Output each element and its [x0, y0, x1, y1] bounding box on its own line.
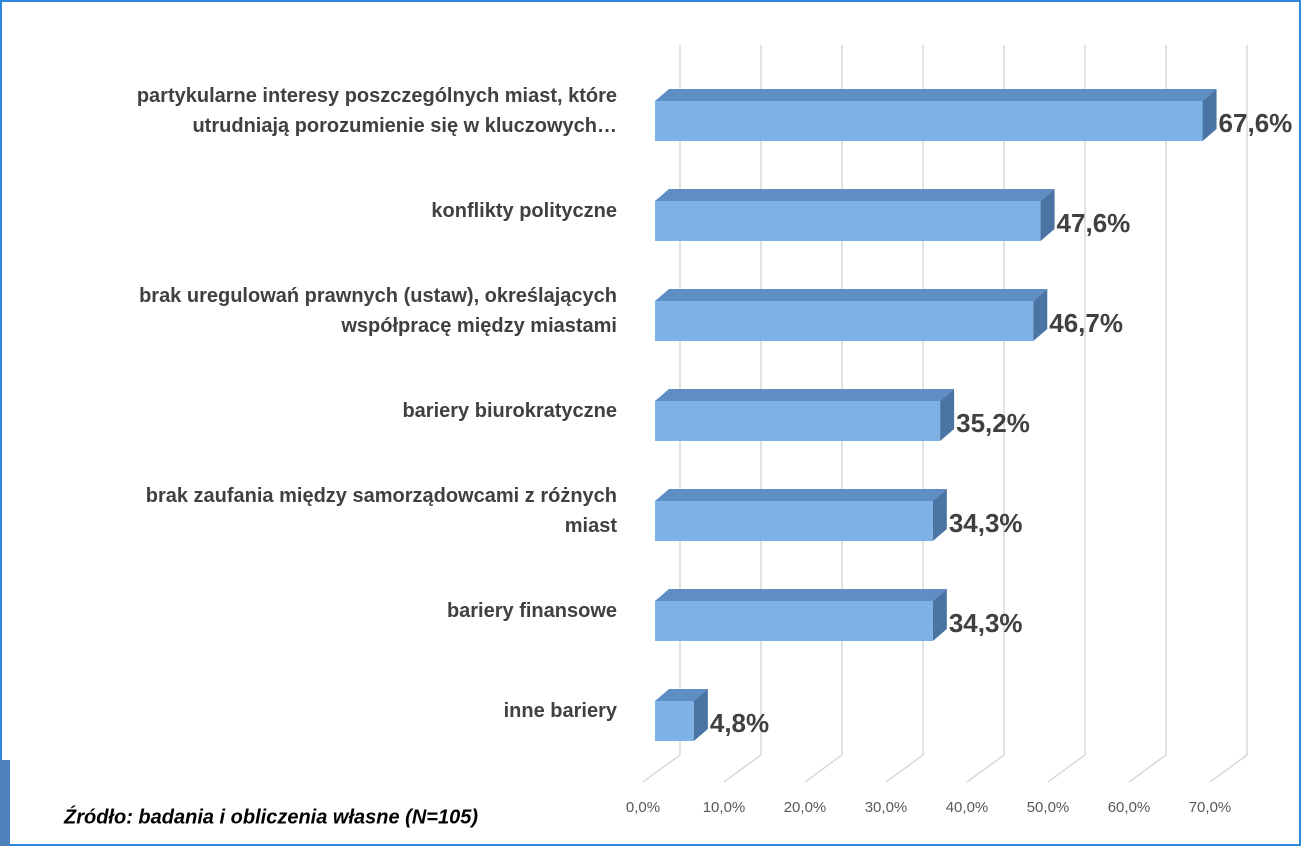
- category-label: inne bariery: [503, 700, 617, 722]
- bar: [655, 201, 1041, 241]
- bar-side: [693, 689, 708, 741]
- bar-side: [1033, 289, 1048, 341]
- bar-top: [655, 489, 947, 501]
- bar-top: [655, 589, 947, 601]
- data-label: 4,8%: [710, 708, 769, 738]
- x-tick-label: 40,0%: [946, 799, 989, 816]
- bar-side: [932, 489, 947, 541]
- grid-line: [642, 45, 681, 783]
- category-label: bariery finansowe: [446, 600, 617, 622]
- bar-side: [1202, 89, 1217, 141]
- category-label: bariery biurokratyczne: [402, 400, 617, 422]
- x-tick-label: 50,0%: [1027, 799, 1070, 816]
- category-label: brak uregulowań prawnych (ustaw), określ…: [139, 285, 617, 337]
- grid-line: [804, 45, 843, 783]
- grid-line: [885, 45, 924, 783]
- x-tick-label: 60,0%: [1108, 799, 1151, 816]
- category-label: brak zaufania między samorządowcami z ró…: [145, 485, 617, 537]
- bar: [655, 601, 933, 641]
- bar-top: [655, 389, 955, 401]
- data-label: 34,3%: [949, 608, 1023, 638]
- x-tick-label: 70,0%: [1189, 799, 1232, 816]
- bar: [655, 501, 933, 541]
- bar-side: [940, 389, 955, 441]
- data-label: 35,2%: [956, 408, 1030, 438]
- grid-line: [966, 45, 1005, 783]
- bar-side: [932, 589, 947, 641]
- bar: [655, 401, 941, 441]
- x-tick-label: 10,0%: [703, 799, 746, 816]
- grid-line: [1128, 45, 1167, 783]
- data-label: 34,3%: [949, 508, 1023, 538]
- decor-strip: [0, 760, 10, 846]
- bar: [655, 101, 1203, 141]
- data-label: 47,6%: [1057, 208, 1131, 238]
- category-label: konflikty polityczne: [431, 200, 617, 222]
- bar-top: [655, 189, 1055, 201]
- bar-side: [1040, 189, 1055, 241]
- grid-line: [723, 45, 762, 783]
- bar: [655, 301, 1034, 341]
- data-label: 46,7%: [1049, 308, 1123, 338]
- category-label: partykularne interesy poszczególnych mia…: [136, 85, 617, 137]
- grid-line: [1209, 45, 1248, 783]
- bar: [655, 701, 694, 741]
- data-label: 67,6%: [1219, 108, 1293, 138]
- source-note: Źródło: badania i obliczenia własne (N=1…: [64, 806, 478, 829]
- x-tick-label: 0,0%: [626, 799, 660, 816]
- x-tick-label: 30,0%: [865, 799, 908, 816]
- grid-line: [1047, 45, 1086, 783]
- bar-top: [655, 689, 708, 701]
- bar-top: [655, 89, 1217, 101]
- bar-top: [655, 289, 1048, 301]
- x-tick-label: 20,0%: [784, 799, 827, 816]
